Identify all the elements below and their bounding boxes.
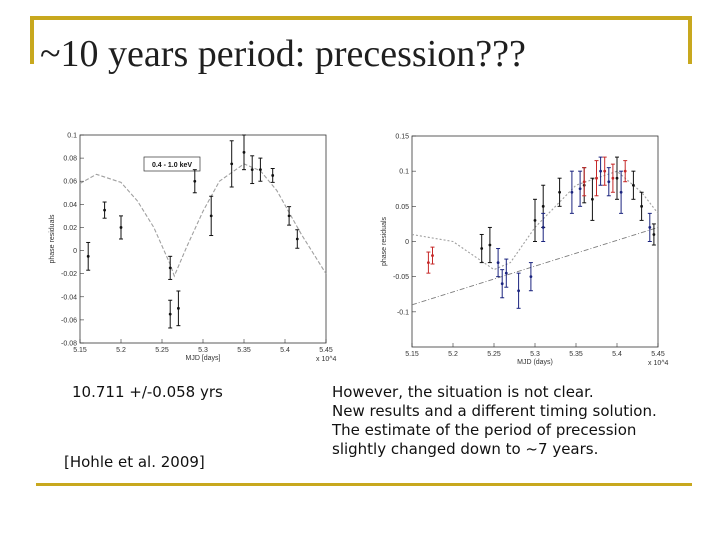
legend-box	[143, 156, 201, 172]
data-point	[615, 176, 619, 180]
y-tick-label: -0.1	[397, 309, 409, 316]
left-rule	[30, 16, 34, 64]
discussion-line: New results and a different timing solut…	[332, 402, 657, 420]
slide-title: ~10 years period: precession???	[40, 33, 526, 75]
data-point	[558, 190, 561, 194]
data-point	[287, 214, 291, 218]
discussion-text: However, the situation is not clear. New…	[332, 383, 657, 459]
reference-citation: [Hohle et al. 2009]	[64, 453, 205, 471]
trend-line	[411, 227, 659, 306]
plot-frame	[79, 134, 327, 344]
legend-label: 0.4 - 1.0 keV	[152, 162, 192, 169]
data-point	[119, 226, 123, 229]
x-tick-label: 5.35	[569, 351, 583, 358]
x-tick-label: 5.4	[280, 347, 290, 354]
x-axis-label: MJD [days]	[185, 355, 220, 362]
y-tick-label: 0.1	[399, 169, 409, 176]
x-tick-label: 5.15	[405, 351, 419, 358]
y-tick-label: 0	[405, 239, 409, 246]
y-tick-label: 0.02	[63, 225, 77, 232]
data-point	[603, 169, 607, 173]
x-multiplier-label: x 10^4	[648, 360, 669, 367]
data-point	[177, 306, 180, 310]
discussion-line: slightly changed down to ~7 years.	[332, 440, 599, 458]
y-tick-label: 0.15	[395, 134, 409, 141]
data-point	[427, 261, 430, 264]
data-point	[209, 214, 213, 218]
data-point	[242, 150, 246, 154]
data-point	[541, 204, 545, 208]
data-point	[480, 247, 484, 250]
data-point	[168, 312, 172, 316]
data-point	[295, 237, 299, 241]
data-point	[193, 179, 197, 183]
data-point	[591, 197, 594, 201]
data-point	[529, 275, 533, 279]
y-axis-label: phase residuals	[381, 216, 388, 266]
x-tick-label: 5.25	[155, 347, 169, 354]
data-point	[488, 243, 492, 247]
data-point	[595, 176, 598, 180]
data-point	[533, 219, 537, 222]
left-plot: 0.1 0.08 0.06 0.04 0.02 0 -0.02 -0.04 -0.06 -0.08…	[49, 133, 337, 364]
data-point	[504, 271, 508, 275]
x-tick-label: 5.45	[319, 347, 333, 354]
data-point	[230, 162, 234, 166]
period-caption: 10.711 +/-0.058 yrs	[72, 383, 223, 401]
x-tick-label: 5.15	[73, 347, 87, 354]
x-axis-label: MJD (days)	[517, 359, 553, 366]
data-point	[652, 233, 656, 236]
discussion-line: The estimate of the period of precession	[332, 421, 637, 439]
y-tick-label: 0.06	[63, 179, 77, 186]
y-tick-label: 0	[73, 248, 77, 255]
data-point	[517, 289, 520, 293]
data-point	[500, 282, 504, 286]
y-tick-label: 0.04	[63, 202, 77, 209]
right-rule	[688, 16, 692, 64]
data-point	[619, 190, 623, 194]
data-point	[431, 254, 434, 257]
data-point	[578, 187, 582, 191]
right-plot: 0.15 0.1 0.05 0 -0.05 -0.1 5.15 5.2 5.25 5.3 5.35 5…	[381, 134, 669, 368]
data-point	[607, 180, 611, 184]
x-tick-label: 5.35	[237, 347, 251, 354]
data-point	[582, 180, 586, 184]
data-point	[570, 190, 574, 194]
data-point	[271, 174, 275, 177]
bottom-rule	[36, 483, 692, 486]
data-point	[623, 169, 627, 173]
top-rule	[30, 16, 692, 20]
data-point	[611, 176, 615, 180]
data-point	[103, 208, 106, 212]
x-tick-label: 5.45	[651, 351, 665, 358]
data-point	[259, 168, 262, 172]
data-point	[599, 169, 602, 173]
x-tick-label: 5.3	[198, 347, 208, 354]
data-point	[640, 204, 643, 208]
y-tick-label: -0.06	[61, 317, 77, 324]
y-tick-label: 0.1	[67, 133, 77, 140]
x-multiplier-label: x 10^4	[316, 356, 337, 363]
y-axis-label: phase residuals	[49, 214, 56, 264]
y-tick-label: 0.05	[395, 204, 409, 211]
y-tick-label: -0.05	[393, 274, 409, 281]
y-tick-label: 0.08	[63, 156, 77, 163]
x-tick-label: 5.25	[487, 351, 501, 358]
y-tick-label: -0.04	[61, 294, 77, 301]
x-tick-label: 5.3	[530, 351, 540, 358]
x-tick-label: 5.4	[612, 351, 622, 358]
y-tick-label: -0.08	[61, 341, 77, 348]
data-point	[86, 254, 90, 258]
y-tick-label: -0.02	[61, 271, 77, 278]
x-tick-label: 5.2	[448, 351, 458, 358]
data-point	[496, 261, 500, 264]
x-tick-label: 5.2	[116, 347, 126, 354]
data-point	[648, 226, 652, 229]
data-point	[632, 183, 635, 187]
data-point	[168, 266, 172, 270]
data-point	[541, 226, 545, 229]
discussion-line: However, the situation is not clear.	[332, 383, 594, 401]
data-point	[250, 168, 254, 172]
